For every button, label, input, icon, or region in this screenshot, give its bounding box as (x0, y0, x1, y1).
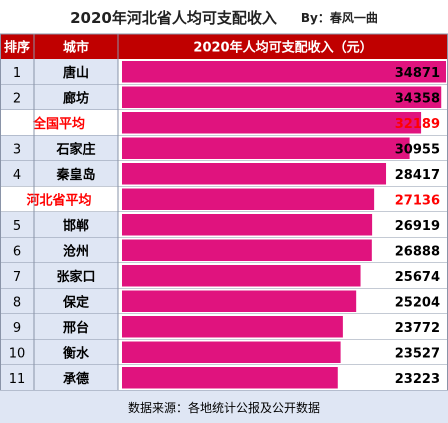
rank-label: 10 (9, 346, 26, 361)
footer-source: 数据来源：各地统计公报及公开数据 (128, 400, 320, 415)
city-label: 邯郸 (63, 218, 89, 234)
row-bg (0, 135, 118, 161)
rank-label: 7 (13, 270, 21, 285)
special-row-bg (0, 110, 118, 136)
value-label: 27136 (395, 193, 440, 208)
bar (122, 239, 372, 261)
value-label: 23223 (395, 372, 440, 387)
rank-label: 5 (13, 219, 21, 234)
header-row (0, 34, 448, 59)
bar (122, 188, 375, 210)
city-label: 张家口 (56, 269, 95, 285)
bar (122, 316, 343, 338)
bar (122, 61, 446, 83)
city-label: 沧州 (63, 243, 89, 259)
city-label: 唐山 (63, 65, 89, 81)
row-bg (0, 212, 118, 238)
value-label: 34871 (395, 66, 440, 81)
city-label: 秦皇岛 (55, 167, 95, 183)
value-label: 25204 (395, 295, 440, 310)
row-bg (0, 237, 118, 263)
city-label: 邢台 (63, 320, 89, 336)
row-bg (0, 161, 118, 187)
rank-label: 3 (13, 142, 21, 157)
city-label: 衡水 (63, 345, 90, 361)
value-label: 34358 (395, 91, 440, 106)
chart-title-bar: 2020年河北省人均可支配收入 By：春风一曲 (0, 0, 448, 34)
rank-label: 8 (13, 295, 21, 310)
rank-label: 4 (13, 168, 21, 183)
rank-label: 1 (13, 66, 21, 81)
special-row-bg (0, 186, 118, 212)
row-bg (0, 339, 118, 365)
footer-bg (0, 390, 448, 423)
bar (122, 214, 373, 236)
value-label: 26919 (395, 219, 440, 234)
bar (122, 290, 357, 312)
header-rank: 排序 (4, 40, 30, 56)
rank-label: 9 (13, 321, 21, 336)
chart-byline: By：春风一曲 (300, 10, 378, 25)
value-label: 23772 (395, 321, 440, 336)
value-label: 28417 (395, 168, 440, 183)
bar (122, 163, 387, 185)
rank-label: 11 (9, 372, 26, 387)
value-label: 26888 (395, 244, 440, 259)
value-label: 30955 (395, 142, 440, 157)
bar (122, 265, 361, 287)
bar (122, 86, 442, 108)
row-bg (0, 59, 118, 85)
city-label: 廊坊 (63, 90, 89, 106)
rank-label: 6 (13, 244, 21, 259)
row-bg (0, 365, 118, 391)
special-label: 河北省平均 (26, 192, 91, 208)
city-label: 石家庄 (55, 141, 95, 157)
bar (122, 137, 410, 159)
header-value: 2020年人均可支配收入（元） (193, 40, 372, 56)
row-bg (0, 288, 118, 314)
row-bg (0, 263, 118, 289)
special-label: 全国平均 (32, 116, 85, 132)
bar (122, 341, 341, 363)
header-city: 城市 (63, 40, 89, 56)
chart-title: 2020年河北省人均可支配收入 (70, 8, 277, 27)
bar (122, 367, 338, 389)
value-label: 23527 (395, 346, 440, 361)
bar (122, 112, 422, 134)
value-label: 25674 (395, 270, 440, 285)
rank-label: 2 (13, 91, 21, 106)
row-bg (0, 314, 118, 340)
city-label: 保定 (62, 294, 89, 310)
value-label: 32189 (395, 117, 440, 132)
row-bg (0, 84, 118, 110)
city-label: 承德 (63, 371, 89, 387)
